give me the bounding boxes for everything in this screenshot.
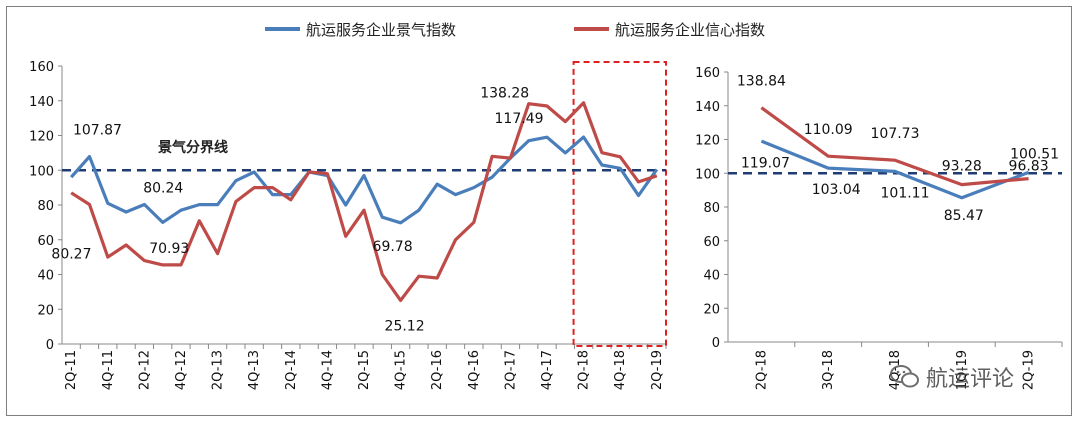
right-series	[760, 106, 1030, 200]
y-tick-label: 160	[29, 60, 54, 75]
x-tick-label: 4Q-17	[540, 350, 555, 390]
x-tick-label: 2Q-12	[137, 350, 152, 390]
left-chart: 0 20 40 60 80 100 120 140 160 2Q-11 4Q-11 2Q-12 4Q-1…	[29, 60, 668, 390]
series-line-1	[70, 101, 658, 302]
data-label: 119.07	[741, 155, 790, 171]
right-chart: 0 20 40 60 80 100 120 140 160 2Q-18 3Q-18 4Q-18 1Q-1…	[695, 66, 1063, 390]
y-tick-label: 120	[29, 130, 54, 145]
y-tick-label: 160	[695, 66, 720, 81]
x-tick-label: 4Q-11	[101, 350, 116, 390]
data-label: 110.09	[804, 122, 853, 138]
x-tick-label: 1Q-19	[955, 350, 970, 390]
x-tick-label: 2Q-15	[357, 350, 372, 390]
y-tick-label: 120	[695, 134, 720, 149]
right-axes: 0 20 40 60 80 100 120 140 160 2Q-18 3Q-18 4Q-18 1Q-1…	[695, 66, 1063, 390]
x-tick-label: 2Q-16	[430, 350, 445, 390]
x-tick-label: 4Q-14	[320, 350, 335, 390]
data-label: 100.51	[1010, 146, 1059, 162]
x-tick-label: 4Q-18	[613, 350, 628, 390]
right-data-labels: 138.84 110.09 107.73 93.28 96.83 119.07 103.04…	[737, 74, 1059, 224]
y-tick-label: 100	[695, 167, 720, 182]
legend-label-confidence: 航运服务企业信心指数	[615, 21, 765, 39]
y-tick-label: 40	[703, 269, 720, 284]
y-tick-label: 80	[703, 201, 720, 216]
series-line-1	[760, 106, 1029, 187]
series-line-0	[760, 139, 1030, 200]
data-label: 138.28	[480, 86, 529, 102]
legend: 航运服务企业景气指数 航运服务企业信心指数	[265, 21, 765, 39]
x-tick-label: 3Q-18	[821, 350, 836, 390]
x-tick-label: 2Q-17	[503, 350, 518, 390]
data-label: 93.28	[942, 159, 982, 175]
y-tick-label: 140	[695, 100, 720, 115]
data-label: 138.84	[737, 74, 786, 90]
y-tick-label: 0	[712, 336, 720, 351]
left-series	[70, 101, 659, 302]
data-label: 85.47	[944, 208, 984, 224]
left-data-labels: 107.87 80.27 80.24 70.93 69.78 25.12 138.28 117…	[51, 86, 543, 335]
data-label: 103.04	[812, 182, 861, 198]
left-axes: 0 20 40 60 80 100 120 140 160 2Q-11 4Q-11 2Q-12 4Q-1…	[29, 60, 667, 390]
x-tick-label: 4Q-18	[888, 350, 903, 390]
data-label: 80.27	[51, 247, 91, 263]
y-tick-label: 40	[37, 269, 54, 284]
y-tick-label: 140	[29, 95, 54, 110]
data-label: 107.87	[73, 123, 122, 139]
y-tick-label: 60	[703, 235, 720, 250]
legend-label-prosperity: 航运服务企业景气指数	[306, 21, 456, 39]
x-tick-label: 2Q-13	[211, 350, 226, 390]
y-tick-label: 100	[29, 164, 54, 179]
highlight-box	[572, 61, 668, 347]
data-label: 25.12	[385, 318, 425, 334]
x-tick-label: 2Q-18	[577, 350, 592, 390]
y-tick-label: 0	[46, 338, 54, 353]
x-tick-label: 2Q-19	[1022, 350, 1037, 390]
data-label: 70.93	[149, 241, 189, 257]
y-tick-label: 20	[37, 303, 54, 318]
x-tick-label: 2Q-18	[754, 350, 769, 390]
x-tick-label: 2Q-19	[650, 350, 665, 390]
watermark-text: 航运评论	[926, 367, 1015, 392]
y-tick-label: 60	[37, 234, 54, 249]
x-tick-label: 2Q-14	[284, 350, 299, 390]
x-tick-label: 4Q-15	[394, 350, 409, 390]
data-label: 69.78	[373, 239, 413, 255]
x-tick-label: 4Q-13	[247, 350, 262, 390]
watermark: 航运评论	[890, 362, 1014, 392]
series-line-0	[70, 135, 659, 225]
data-label: 96.83	[1009, 159, 1049, 175]
threshold-label: 景气分界线	[158, 139, 228, 156]
x-tick-label: 2Q-11	[64, 350, 79, 390]
data-label: 80.24	[143, 181, 183, 197]
x-tick-label: 4Q-16	[467, 350, 482, 390]
data-label: 101.11	[881, 185, 930, 201]
x-tick-label: 4Q-12	[174, 350, 189, 390]
data-label: 107.73	[871, 126, 920, 142]
wechat-icon	[890, 365, 919, 388]
y-tick-label: 80	[37, 199, 54, 214]
y-tick-label: 20	[703, 302, 720, 317]
data-label: 117.49	[495, 111, 544, 127]
